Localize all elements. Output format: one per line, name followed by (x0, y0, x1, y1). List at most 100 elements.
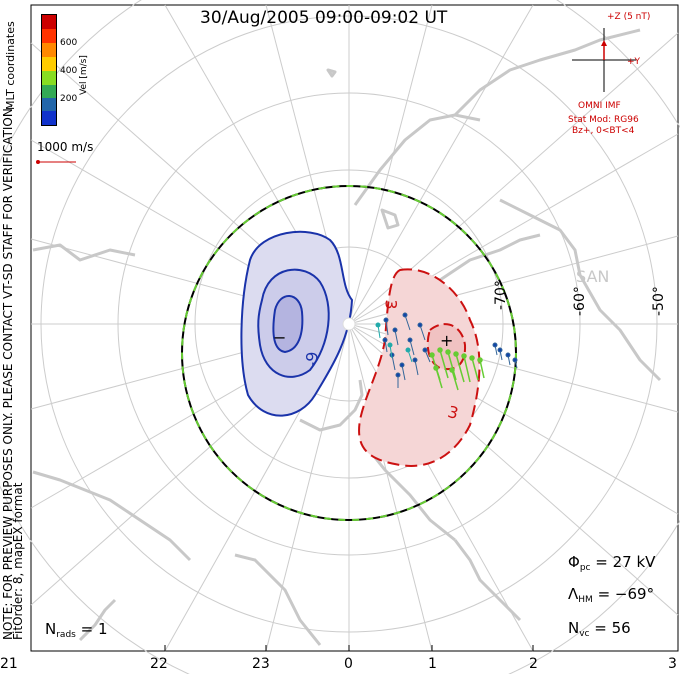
stat-nvc-sub: vc (579, 629, 590, 639)
colorbar-tick-600: 600 (60, 38, 78, 48)
vector-1 (385, 319, 389, 336)
stat-lambda-hm: ΛHM = −69° (568, 585, 654, 605)
lat-label-60: -60° (572, 286, 588, 316)
coastlines (32, 28, 662, 646)
mlt-axis-ticks (164, 645, 534, 651)
stat-lambda-sub: HM (578, 595, 593, 605)
imf-model: Stat Mod: RG96 (568, 115, 639, 125)
vector-dot-9 (382, 337, 388, 343)
stat-phi-sub: pc (579, 563, 591, 573)
vector-dot-7 (412, 357, 418, 363)
imf-y-label: +Y (627, 57, 641, 67)
vector-dot-14 (512, 357, 518, 363)
map-title: 30/Aug/2005 09:00-09:02 UT (200, 8, 448, 28)
stat-nrads: Nrads = 1 (45, 620, 108, 640)
vector-dot-24 (449, 367, 455, 373)
imf-source: OMNI IMF (578, 101, 621, 111)
vector-3 (404, 314, 411, 331)
lat-label-50: -50° (651, 286, 667, 316)
vector-dot-20 (461, 353, 467, 359)
colorbar (41, 14, 57, 126)
vector-20 (463, 355, 471, 383)
positive-cell-inner (426, 323, 467, 370)
mlt-label-3: 3 (668, 656, 677, 672)
reference-vector-label: 1000 m/s (37, 140, 94, 154)
fit-info: FitOrder: 8, mapEX format (11, 482, 25, 640)
vector-6 (401, 364, 406, 381)
pole-marker (342, 317, 356, 331)
vector-dot-27 (405, 347, 411, 353)
colorbar-tick-400: 400 (60, 66, 78, 76)
stat-lambda-symbol: Λ (568, 585, 579, 603)
imf-dial (572, 28, 636, 92)
mlt-label-1: 1 (428, 656, 437, 672)
vector-dot-22 (477, 357, 483, 363)
positive-contour-label: 3 (381, 299, 401, 310)
vector-dot-13 (505, 352, 511, 358)
vector-dot-10 (395, 372, 401, 378)
potential-max-marker: + (440, 331, 454, 350)
imf-condition: Bz+, 0<BT<4 (572, 126, 635, 136)
vector-dot-23 (433, 365, 439, 371)
vector-2 (394, 329, 399, 346)
mlt-label-0: 0 (344, 656, 353, 672)
imf-vector-head (601, 40, 607, 46)
vector-dot-18 (445, 349, 451, 355)
vector-dot-6 (399, 362, 405, 368)
vector-7 (414, 359, 419, 376)
mlt-label-22: 22 (150, 656, 168, 672)
hmb-boundary-dash (181, 185, 517, 521)
stat-phi-value: = 27 kV (595, 553, 656, 571)
vector-21 (471, 357, 479, 381)
vector-dot-4 (407, 337, 413, 343)
negative-cell-inner (272, 295, 304, 354)
vector-22 (479, 359, 485, 379)
station-label: SAN (576, 267, 610, 286)
vector-17 (439, 349, 449, 379)
stat-phi-symbol: Φ (568, 553, 580, 571)
vector-18 (447, 351, 457, 381)
vector-dot-8 (417, 322, 423, 328)
reference-vector-dot (36, 160, 40, 164)
mlt-label-23: 23 (252, 656, 270, 672)
vector-19 (455, 353, 465, 383)
vector-4 (409, 339, 415, 356)
stat-nrads-symbol: N (45, 620, 57, 638)
velocity-vectors (375, 312, 518, 391)
stat-nvc: Nvc = 56 (568, 619, 631, 639)
stat-nrads-value: = 1 (80, 620, 108, 638)
vector-dot-25 (375, 322, 381, 328)
vector-dot-11 (422, 347, 428, 353)
vector-dot-16 (429, 352, 435, 358)
vector-dot-19 (453, 351, 459, 357)
lat-label-70: -70° (493, 280, 509, 310)
vector-dot-12 (497, 347, 503, 353)
stat-phi-pc: Φpc = 27 kV (568, 553, 655, 573)
imf-z-label: +Z (5 nT) (607, 12, 651, 22)
mlt-label-21: 21 (0, 656, 18, 672)
vector-24 (451, 369, 459, 391)
colorbar-tick-200: 200 (60, 94, 78, 104)
stat-lambda-value: = −69° (597, 585, 655, 603)
colorbar-label: Vel [m/s] (79, 55, 89, 95)
stat-nrads-sub: rads (56, 630, 76, 640)
vector-dot-15 (492, 342, 498, 348)
stat-nvc-value: = 56 (594, 619, 631, 637)
plot-border (30, 4, 679, 652)
negative-contour-label: -9 (302, 351, 322, 368)
vector-dot-2 (392, 327, 398, 333)
potential-min-marker: − (273, 328, 287, 347)
coords-label: MLT coordinates (4, 21, 17, 110)
vector-dot-26 (387, 342, 393, 348)
vector-dot-3 (402, 312, 408, 318)
stat-nvc-symbol: N (568, 619, 580, 637)
mlt-label-2: 2 (529, 656, 538, 672)
vector-8 (419, 324, 426, 341)
vector-dot-21 (469, 355, 475, 361)
vector-5 (391, 354, 396, 371)
vector-dot-1 (383, 317, 389, 323)
vector-23 (435, 367, 443, 389)
vector-dot-17 (437, 347, 443, 353)
